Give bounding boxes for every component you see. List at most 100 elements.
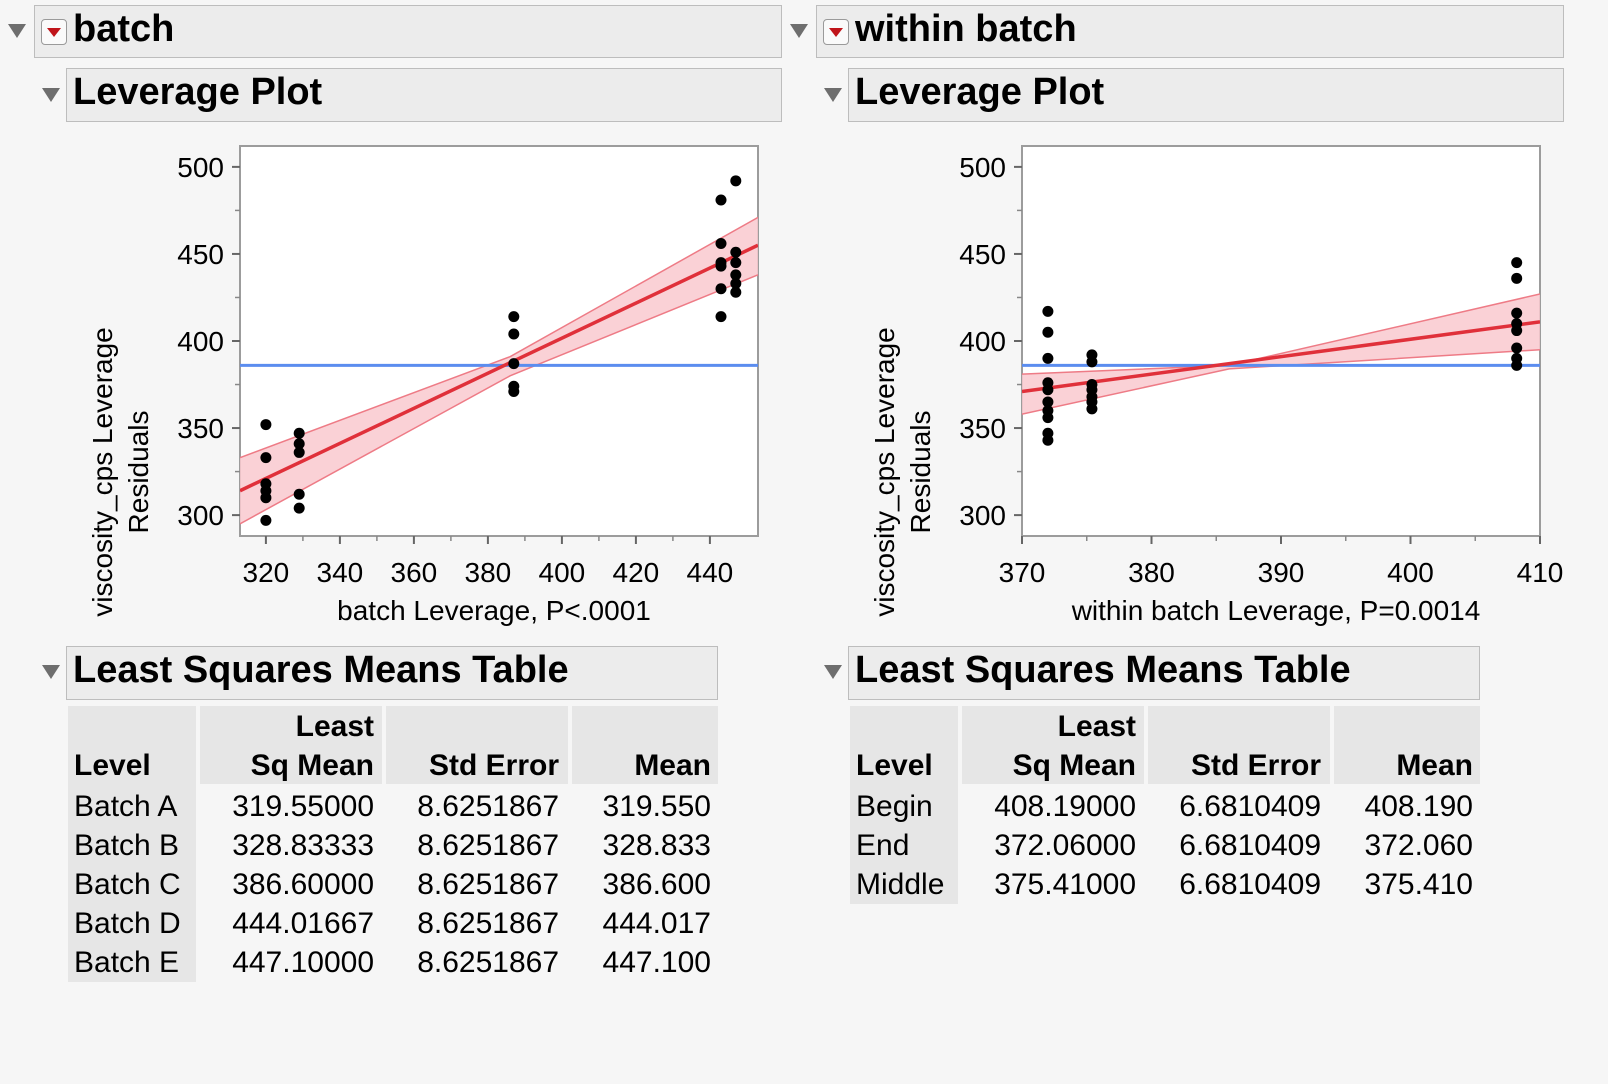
- red-triangle-menu-icon[interactable]: [823, 19, 849, 45]
- table-cell: 8.6251867: [417, 946, 559, 979]
- data-point: [508, 328, 520, 340]
- table-cell: 6.6810409: [1179, 829, 1321, 862]
- red-triangle-menu-icon[interactable]: [41, 19, 67, 45]
- lsm-table-header[interactable]: Least Squares Means Table: [66, 646, 718, 700]
- table-cell: 319.550: [602, 790, 711, 823]
- y-tick-label: 350: [177, 413, 224, 444]
- y-axis-label-line2: Residuals: [905, 411, 936, 534]
- table-cell: 372.060: [1364, 829, 1473, 862]
- data-point: [730, 175, 742, 187]
- data-point: [1511, 325, 1523, 337]
- data-point: [508, 385, 520, 397]
- y-tick-label: 500: [177, 152, 224, 183]
- table-cell: 8.6251867: [417, 907, 559, 940]
- y-axis-label-line2: Residuals: [123, 411, 154, 534]
- lsm-table-title: Least Squares Means Table: [73, 649, 569, 691]
- col-header-stderr: Std Error: [428, 749, 559, 782]
- data-point: [293, 488, 305, 500]
- x-axis-label: batch Leverage, P<.0001: [337, 595, 651, 626]
- data-point: [260, 492, 272, 504]
- y-tick-label: 400: [959, 326, 1006, 357]
- col-header-stderr: Std Error: [1190, 749, 1321, 782]
- collapse-triangle-icon[interactable]: [8, 24, 26, 38]
- x-axis-label: within batch Leverage, P=0.0014: [1071, 595, 1481, 626]
- leverage-plot-title: Leverage Plot: [855, 71, 1105, 113]
- table-cell: 375.410: [1364, 868, 1473, 901]
- within-batch-title: within batch: [855, 8, 1077, 50]
- y-tick-label: 450: [959, 239, 1006, 270]
- x-tick-label: 400: [1387, 557, 1434, 588]
- lsm-table-title: Least Squares Means Table: [855, 649, 1351, 691]
- x-tick-label: 370: [999, 557, 1046, 588]
- data-point: [1042, 352, 1054, 364]
- row-level-cell: Batch C: [74, 868, 181, 901]
- data-point: [1511, 342, 1523, 354]
- data-point: [715, 311, 727, 323]
- x-tick-label: 360: [391, 557, 438, 588]
- table-cell: 386.60000: [232, 868, 374, 901]
- data-point: [1086, 356, 1098, 368]
- collapse-triangle-icon[interactable]: [42, 88, 60, 102]
- table-cell: 8.6251867: [417, 868, 559, 901]
- data-point: [293, 427, 305, 439]
- batch-title: batch: [73, 8, 175, 50]
- table-cell: 444.017: [602, 907, 711, 940]
- col-header-lsmean: Sq Mean: [1012, 749, 1136, 782]
- fit-line: [240, 243, 758, 493]
- data-point: [730, 257, 742, 269]
- y-tick-label: 300: [959, 500, 1006, 531]
- table-cell: 372.06000: [994, 829, 1136, 862]
- table-cell: 444.01667: [232, 907, 374, 940]
- collapse-triangle-icon[interactable]: [790, 24, 808, 38]
- y-tick-label: 350: [959, 413, 1006, 444]
- col-header-lsmean-line1: Least: [1057, 710, 1136, 743]
- confidence-band-lower: [240, 274, 758, 525]
- leverage-plot-header[interactable]: Leverage Plot: [848, 68, 1564, 122]
- row-level-cell: Batch D: [74, 907, 181, 940]
- leverage-plot-header[interactable]: Leverage Plot: [66, 68, 782, 122]
- x-tick-label: 390: [1258, 557, 1305, 588]
- col-header-lsmean: Sq Mean: [250, 749, 374, 782]
- x-tick-label: 410: [1517, 557, 1564, 588]
- x-tick-label: 440: [687, 557, 734, 588]
- col-header-mean: Mean: [1396, 749, 1473, 782]
- data-point: [1042, 412, 1054, 424]
- collapse-triangle-icon[interactable]: [42, 665, 60, 679]
- data-point: [293, 446, 305, 458]
- row-level-cell: Batch B: [74, 829, 180, 862]
- confidence-band: [240, 217, 758, 524]
- row-level-cell: Batch A: [74, 790, 178, 823]
- collapse-triangle-icon[interactable]: [824, 88, 842, 102]
- within-batch-outline-header[interactable]: within batch: [816, 5, 1564, 58]
- fit-line: [1022, 320, 1540, 394]
- table-cell: 375.41000: [994, 868, 1136, 901]
- table-cell: 328.833: [602, 829, 711, 862]
- table-cell: 328.83333: [232, 829, 374, 862]
- data-point: [1086, 403, 1098, 415]
- table-cell: 8.6251867: [417, 829, 559, 862]
- leverage-plot-batch: 300 350 400 450 500 320 340 360 380 400 420 440 bat…: [87, 145, 759, 626]
- col-header-level: Level: [74, 749, 151, 782]
- data-point: [1042, 396, 1054, 408]
- data-point: [260, 419, 272, 431]
- data-point: [715, 260, 727, 272]
- data-point: [260, 514, 272, 526]
- data-point: [508, 358, 520, 370]
- data-point: [715, 194, 727, 206]
- data-point: [293, 438, 305, 450]
- table-cell: 8.6251867: [417, 790, 559, 823]
- row-level-cell: Batch E: [74, 946, 180, 979]
- lsm-table-header[interactable]: Least Squares Means Table: [848, 646, 1480, 700]
- y-axis-label-line1: viscosity_cps Leverage: [869, 327, 900, 616]
- leverage-plot-title: Leverage Plot: [73, 71, 323, 113]
- row-level-cell: Middle: [856, 868, 945, 901]
- x-tick-label: 380: [465, 557, 512, 588]
- confidence-band-upper: [240, 216, 758, 459]
- y-tick-label: 500: [959, 152, 1006, 183]
- row-level-cell: End: [856, 829, 910, 862]
- data-point: [730, 269, 742, 281]
- data-point: [293, 502, 305, 514]
- batch-outline-header[interactable]: batch: [34, 5, 782, 58]
- data-point: [715, 283, 727, 295]
- collapse-triangle-icon[interactable]: [824, 665, 842, 679]
